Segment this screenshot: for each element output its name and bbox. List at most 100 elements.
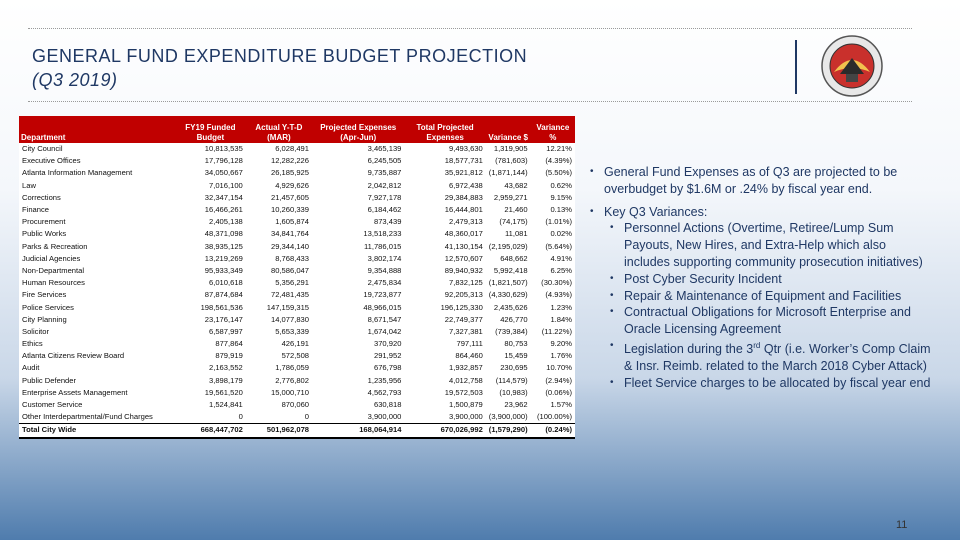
value-cell: 7,832,125 <box>404 277 486 290</box>
value-cell: 16,466,261 <box>175 203 246 217</box>
value-cell: 6,010,618 <box>175 277 246 290</box>
value-cell: 873,439 <box>312 216 405 229</box>
value-cell: 877,864 <box>175 338 246 351</box>
value-cell: 72,481,435 <box>245 289 313 302</box>
value-cell: 147,159,315 <box>245 301 313 314</box>
value-cell: 198,561,536 <box>175 301 246 314</box>
value-cell: 21,460 <box>485 203 531 217</box>
value-cell: 80,586,047 <box>245 264 313 278</box>
value-cell: 0 <box>175 411 246 424</box>
col-variance-percent: Variance % <box>530 116 575 143</box>
value-cell: 5,653,339 <box>245 325 313 338</box>
value-cell: 1,524,841 <box>175 398 246 412</box>
value-cell: (100.00%) <box>530 411 575 424</box>
value-cell: (11.22%) <box>530 325 575 338</box>
table-row: Solicitor 6,587,997 5,653,339 1,674,042 7,32… <box>19 325 575 338</box>
department-cell: Finance <box>19 203 175 217</box>
value-cell: 6,972,438 <box>404 179 486 192</box>
value-cell: 10,813,535 <box>175 143 246 156</box>
value-cell: 291,952 <box>312 350 405 363</box>
value-cell: 4,562,793 <box>312 386 405 399</box>
value-cell: 6,028,491 <box>245 143 313 156</box>
department-cell: Police Services <box>19 301 175 314</box>
value-cell: 22,749,377 <box>404 313 486 326</box>
department-cell: Public Defender <box>19 374 175 387</box>
legislation-text-pre: Legislation during the 3 <box>624 342 754 357</box>
value-cell: 14,077,830 <box>245 313 313 326</box>
col-projected-expenses: Projected Expenses (Apr-Jun) <box>312 116 405 143</box>
col-variance-dollar: Variance $ <box>485 116 531 143</box>
value-cell: 426,191 <box>245 338 313 351</box>
value-cell: 21,457,605 <box>245 191 313 204</box>
value-cell: 797,111 <box>404 338 486 351</box>
variance-personnel: Personnel Actions (Overtime, Retiree/Lum… <box>588 220 933 270</box>
table-row: Judicial Agencies 13,219,269 8,768,433 3,80… <box>19 252 575 265</box>
variance-legislation: Legislation during the 3rd Qtr (i.e. Wor… <box>588 338 933 375</box>
value-cell: 2,042,812 <box>312 179 405 192</box>
value-cell: 32,347,154 <box>175 191 246 204</box>
table-row: Other Interdepartmental/Fund Charges 0 0 3,… <box>19 411 575 424</box>
value-cell: 196,125,330 <box>404 301 486 314</box>
value-cell: 630,818 <box>312 398 405 412</box>
bullet-key-variances: Key Q3 Variances: <box>588 204 933 221</box>
department-cell: Atlanta Citizens Review Board <box>19 350 175 363</box>
value-cell: 17,796,128 <box>175 155 246 168</box>
value-cell: (30.30%) <box>530 277 575 290</box>
value-cell: 3,465,139 <box>312 143 405 156</box>
value-cell: 34,050,667 <box>175 167 246 180</box>
value-cell: 0.62% <box>530 179 575 192</box>
col-department: Department <box>19 116 175 143</box>
top-divider <box>28 28 912 29</box>
variance-cyber-security: Post Cyber Security Incident <box>588 271 933 288</box>
department-cell: Customer Service <box>19 398 175 412</box>
value-cell: 8,768,433 <box>245 252 313 265</box>
value-cell: (0.06%) <box>530 386 575 399</box>
value-cell: 572,508 <box>245 350 313 363</box>
table-row: Public Defender 3,898,179 2,776,802 1,235,9… <box>19 374 575 387</box>
table-row: Law 7,016,100 4,929,626 2,042,812 6,972,438 4… <box>19 179 575 192</box>
title-line1: GENERAL FUND EXPENDITURE BUDGET PROJECTI… <box>32 46 528 66</box>
department-cell: Executive Offices <box>19 155 175 168</box>
page-title: GENERAL FUND EXPENDITURE BUDGET PROJECTI… <box>32 44 527 92</box>
value-cell: 2,959,271 <box>485 191 531 204</box>
value-cell: 648,662 <box>485 252 531 265</box>
value-cell: (4,330,629) <box>485 289 531 302</box>
value-cell: (739,384) <box>485 325 531 338</box>
value-cell: 9,354,888 <box>312 264 405 278</box>
variance-contractual: Contractual Obligations for Microsoft En… <box>588 304 933 338</box>
department-cell: Other Interdepartmental/Fund Charges <box>19 411 175 424</box>
department-cell: Human Resources <box>19 277 175 290</box>
value-cell: 4,929,626 <box>245 179 313 192</box>
col-actual-ytd: Actual Y-T-D (MAR) <box>245 116 313 143</box>
value-cell: 3,802,174 <box>312 252 405 265</box>
value-cell: 670,026,992 <box>404 423 486 439</box>
value-cell: 29,344,140 <box>245 240 313 253</box>
value-cell: 12,570,607 <box>404 252 486 265</box>
table-row: City Planning 23,176,147 14,077,830 8,671,5… <box>19 313 575 326</box>
expenditure-table: Department FY19 Funded Budget Actual Y-T… <box>19 116 575 439</box>
value-cell: 2,405,138 <box>175 216 246 229</box>
department-cell: Judicial Agencies <box>19 252 175 265</box>
value-cell: 18,577,731 <box>404 155 486 168</box>
value-cell: 87,874,684 <box>175 289 246 302</box>
value-cell: 1,932,857 <box>404 362 486 375</box>
value-cell: 35,921,812 <box>404 167 486 180</box>
value-cell: 1,605,874 <box>245 216 313 229</box>
department-cell: City Planning <box>19 313 175 326</box>
table-row: Procurement 2,405,138 1,605,874 873,439 2,47… <box>19 216 575 229</box>
value-cell: 4.91% <box>530 252 575 265</box>
department-cell: Parks & Recreation <box>19 240 175 253</box>
bullet-overbudget: General Fund Expenses as of Q3 are proje… <box>588 164 933 198</box>
title-separator <box>795 40 797 94</box>
value-cell: 9,735,887 <box>312 167 405 180</box>
value-cell: 3,900,000 <box>404 411 486 424</box>
department-cell: City Council <box>19 143 175 156</box>
value-cell: 3,900,000 <box>312 411 405 424</box>
value-cell: (781,603) <box>485 155 531 168</box>
value-cell: 668,447,702 <box>175 423 246 439</box>
value-cell: (74,175) <box>485 216 531 229</box>
value-cell: 23,176,147 <box>175 313 246 326</box>
value-cell: 1,786,059 <box>245 362 313 375</box>
total-row: Total City Wide 668,447,702 501,962,078 168… <box>19 423 575 439</box>
variance-repair-maintenance: Repair & Maintenance of Equipment and Fa… <box>588 288 933 305</box>
